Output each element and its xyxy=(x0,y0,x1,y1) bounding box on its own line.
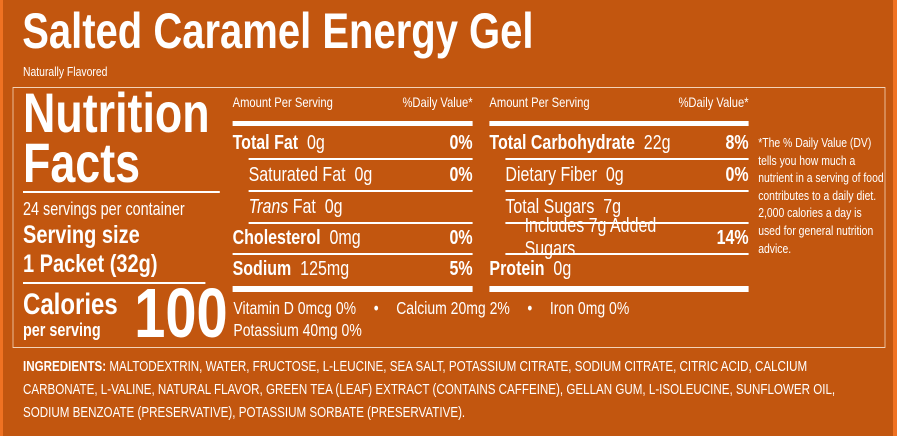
divider xyxy=(23,282,206,284)
nutrient-row: Saturated Fat 0g 0% xyxy=(249,160,473,190)
amount-per-serving-label: Amount Per Serving xyxy=(489,94,590,110)
nutrient-row: Trans Fat 0g xyxy=(249,192,473,222)
bullet-separator: • xyxy=(373,298,379,318)
nutrition-facts-box xyxy=(12,87,886,348)
nutrient-name: Total Fat xyxy=(232,131,299,154)
nutrient-row: Total Fat 0g 0% xyxy=(233,128,473,158)
product-subtitle: Naturally Flavored xyxy=(23,64,108,79)
micronutrients-line-1: Vitamin D 0mcg 0% • Calcium 20mg 2% • Iron 0… xyxy=(233,298,629,319)
nutrient-daily-value: 0% xyxy=(725,163,749,186)
product-title: Salted Caramel Energy Gel xyxy=(22,3,534,59)
row-divider xyxy=(505,222,749,224)
calories-sub: per serving xyxy=(23,320,101,340)
calories-value: 100 xyxy=(134,274,228,352)
nutrient-amount: 125mg xyxy=(300,257,350,280)
ingredients-text: MALTODEXTRIN, WATER, FRUCTOSE, L-LEUCINE… xyxy=(23,359,836,421)
nutrient-amount: 0g xyxy=(324,195,343,218)
thick-divider xyxy=(489,121,749,126)
nutrient-row: Sodium 125mg 5% xyxy=(233,254,473,284)
nutrient-name: Saturated Fat xyxy=(248,163,346,186)
ingredients-label: INGREDIENTS: xyxy=(23,359,107,375)
heading-line-1: Nutrition xyxy=(23,81,210,144)
nutrient-name: Cholesterol xyxy=(232,226,321,249)
nutrient-amount: 0g xyxy=(605,163,624,186)
facts-heading: Nutrition Facts xyxy=(23,81,210,194)
nutrient-daily-value: 0% xyxy=(449,163,473,186)
nutrient-daily-value: 5% xyxy=(449,257,473,280)
nutrient-row: Includes 7g Added Sugars 14% xyxy=(525,215,749,260)
nutrient-amount: 22g xyxy=(643,131,671,154)
serving-size-label: Serving size xyxy=(23,221,140,249)
thick-divider xyxy=(232,121,473,126)
heading-line-2: Facts xyxy=(23,131,141,194)
nutrient-row: Dietary Fiber 0g 0% xyxy=(505,160,748,190)
daily-value-label: %Daily Value* xyxy=(402,94,473,110)
ingredients: INGREDIENTS: MALTODEXTRIN, WATER, FRUCTO… xyxy=(23,356,879,425)
nutrient-name: Dietary Fiber xyxy=(505,163,597,186)
nutrient-name: Total Carbohydrate xyxy=(489,131,635,154)
row-divider xyxy=(248,222,473,224)
nutrient-daily-value: 0% xyxy=(449,131,473,154)
nutrient-amount: 7g xyxy=(603,195,622,218)
row-divider xyxy=(248,190,473,192)
nutrient-name: Sodium xyxy=(232,257,292,280)
nutrient-row: Protein 0g xyxy=(489,254,748,284)
nutrient-name-rest: Fat xyxy=(288,195,316,218)
nutrient-name: Total Sugars xyxy=(505,195,595,218)
nutrient-name: Includes 7g Added Sugars xyxy=(524,215,657,260)
column-header: Amount Per Serving %Daily Value* xyxy=(489,92,748,112)
micronutrient: Iron 0mg 0% xyxy=(549,298,630,318)
nutrient-name: Trans xyxy=(248,195,289,218)
nutrient-row: Total Sugars 7g xyxy=(505,192,748,222)
micronutrient: Vitamin D 0mcg 0% xyxy=(233,298,357,318)
label-panel: Salted Caramel Energy Gel Naturally Flav… xyxy=(3,0,893,436)
row-divider xyxy=(248,158,473,160)
bullet-separator: • xyxy=(527,298,533,318)
serving-size-value: 1 Packet (32g) xyxy=(23,250,158,278)
row-divider xyxy=(505,190,749,192)
column-header: Amount Per Serving %Daily Value* xyxy=(233,92,473,112)
thick-divider xyxy=(489,286,749,292)
thick-divider xyxy=(232,286,473,292)
row-divider xyxy=(232,253,473,255)
nutrient-row: Cholesterol 0mg 0% xyxy=(233,223,473,253)
amount-per-serving-label: Amount Per Serving xyxy=(232,94,333,110)
micronutrient: Calcium 20mg 2% xyxy=(396,298,510,318)
nutrient-amount: 0g xyxy=(354,163,373,186)
nutrient-row: Total Carbohydrate 22g 8% xyxy=(489,128,748,158)
nutrient-amount: 0g xyxy=(553,257,572,280)
nutrient-daily-value: 14% xyxy=(716,226,749,249)
micronutrients-line-2: Potassium 40mg 0% xyxy=(233,320,362,340)
nutrient-name: Protein xyxy=(489,257,545,280)
nutrient-daily-value: 8% xyxy=(725,131,749,154)
daily-value-label: %Daily Value* xyxy=(678,94,749,110)
daily-value-footnote: *The % Daily Value (DV) tells you how mu… xyxy=(758,135,884,256)
nutrient-daily-value: 0% xyxy=(449,226,473,249)
nutrient-amount: 0mg xyxy=(329,226,361,249)
divider xyxy=(23,191,220,193)
row-divider xyxy=(505,253,749,255)
servings-per-container: 24 servings per container xyxy=(23,199,185,219)
row-divider xyxy=(505,158,749,160)
calories-label: Calories xyxy=(23,288,118,321)
nutrient-amount: 0g xyxy=(306,131,325,154)
